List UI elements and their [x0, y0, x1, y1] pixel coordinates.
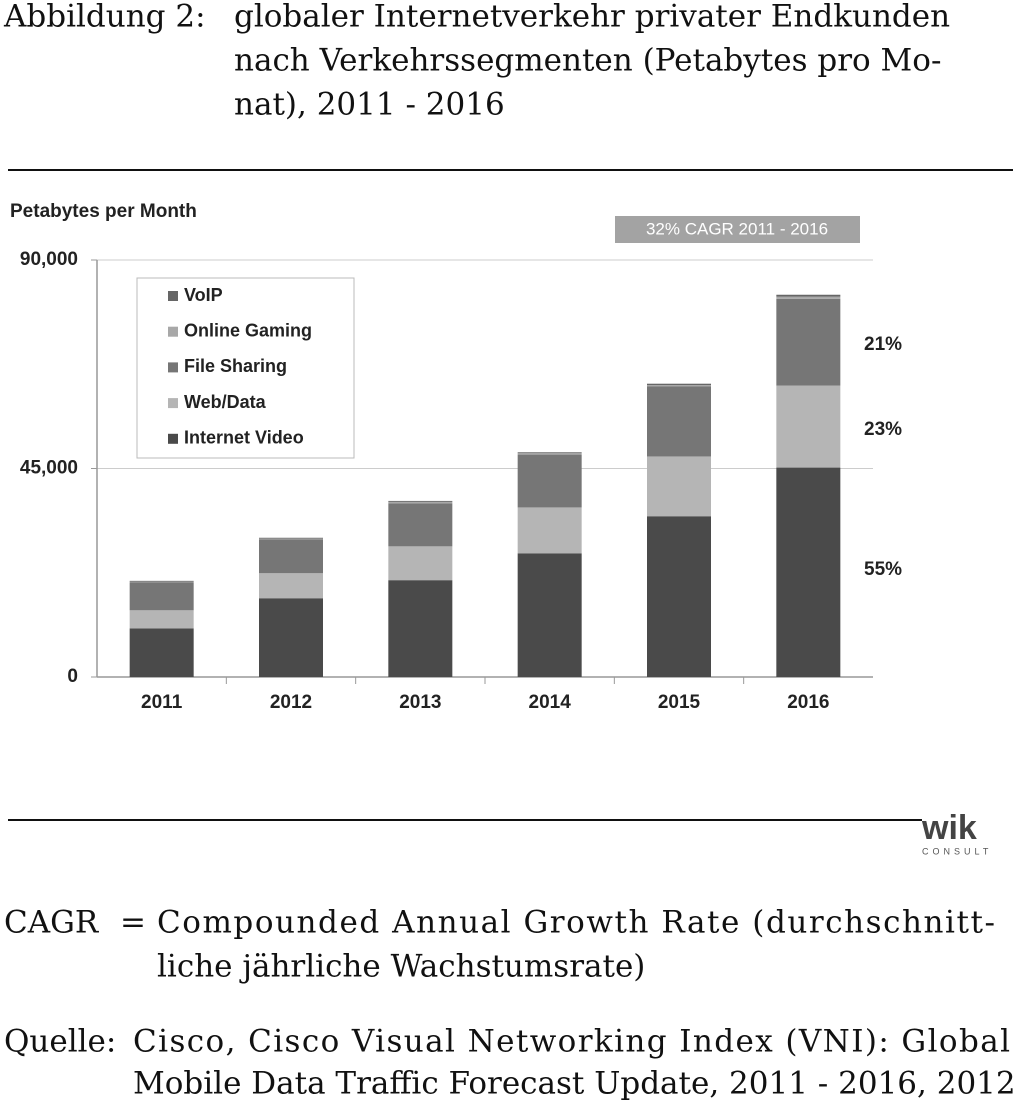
x-tick-label: 2011 — [141, 692, 183, 713]
note-sep: = — [120, 905, 146, 941]
badge: 32% CAGR 2011 - 2016 — [646, 219, 828, 238]
y-tick-label: 45,000 — [20, 458, 78, 479]
caption-line: nach Verkehrssegmenten (Petabytes pro Mo… — [234, 43, 941, 79]
x-tick-label: 2014 — [529, 692, 572, 713]
bar-segment — [388, 546, 453, 581]
bar-segment — [776, 296, 841, 299]
note-line: Mobile Data Traffic Forecast Update, 201… — [133, 1066, 1015, 1102]
x-tick-label: 2016 — [787, 692, 829, 713]
bar-segment — [129, 610, 194, 629]
note-line: Cisco, Cisco Visual Networking Index (VN… — [133, 1024, 1010, 1060]
legend-label: VoIP — [184, 285, 223, 305]
bar-segment — [388, 500, 453, 502]
note-term: Quelle: — [4, 1024, 116, 1060]
bar-segment — [776, 385, 841, 468]
bar-segment — [129, 628, 194, 677]
logo: wik — [921, 809, 977, 847]
y-tick-label: 90,000 — [20, 249, 78, 270]
legend-label: Online Gaming — [184, 320, 312, 340]
legend-label: File Sharing — [184, 356, 287, 376]
bar-segment — [517, 454, 582, 508]
bar-segment — [647, 456, 711, 517]
bar-segment — [647, 385, 711, 387]
caption-line: globaler Internetverkehr privater Endkun… — [234, 0, 950, 35]
bar-segment — [776, 298, 841, 386]
bar-segment — [647, 386, 711, 457]
y-axis-label: Petabytes per Month — [10, 201, 197, 222]
bar-segment — [259, 538, 323, 540]
note-line: Compounded Annual Growth Rate (durchschn… — [157, 905, 995, 941]
bar-segment — [129, 581, 194, 583]
bar-segment — [259, 539, 323, 574]
bar-segment — [259, 573, 323, 599]
legend-swatch — [168, 326, 178, 337]
bar-segment — [517, 507, 582, 554]
bar-segment — [647, 516, 711, 677]
x-tick-label: 2015 — [658, 692, 701, 713]
annotation: 23% — [864, 419, 902, 440]
bar-segment — [517, 452, 582, 454]
bar-segment — [388, 580, 453, 677]
legend-swatch — [168, 398, 178, 409]
legend-swatch — [168, 433, 178, 444]
bar-segment — [517, 453, 582, 455]
legend-label: Internet Video — [184, 428, 304, 448]
logo-sub: CONSULT — [922, 846, 992, 856]
bar-segment — [259, 537, 323, 539]
bar-segment — [388, 501, 453, 504]
bar-segment — [776, 294, 841, 297]
bar-segment — [517, 553, 582, 677]
y-tick-label: 0 — [67, 666, 78, 687]
bar-segment — [776, 467, 841, 677]
badge-box — [615, 216, 860, 243]
legend-swatch — [168, 291, 178, 301]
bar-segment — [129, 582, 194, 611]
annotation: 55% — [864, 559, 902, 580]
x-tick-label: 2012 — [270, 692, 312, 713]
note-term: CAGR — [4, 905, 100, 941]
note-line: liche jährliche Wachstumsrate) — [157, 949, 645, 985]
bar-segment — [647, 383, 711, 386]
bar-segment — [259, 598, 323, 677]
x-tick-label: 2013 — [399, 692, 441, 713]
caption-label: Abbildung 2: — [3, 0, 206, 35]
caption-line: nat), 2011 - 2016 — [234, 87, 505, 123]
legend-swatch — [168, 362, 178, 373]
annotation: 21% — [864, 334, 902, 355]
legend-label: Web/Data — [184, 392, 267, 412]
bar-segment — [388, 503, 453, 547]
bar-segment — [129, 580, 194, 582]
